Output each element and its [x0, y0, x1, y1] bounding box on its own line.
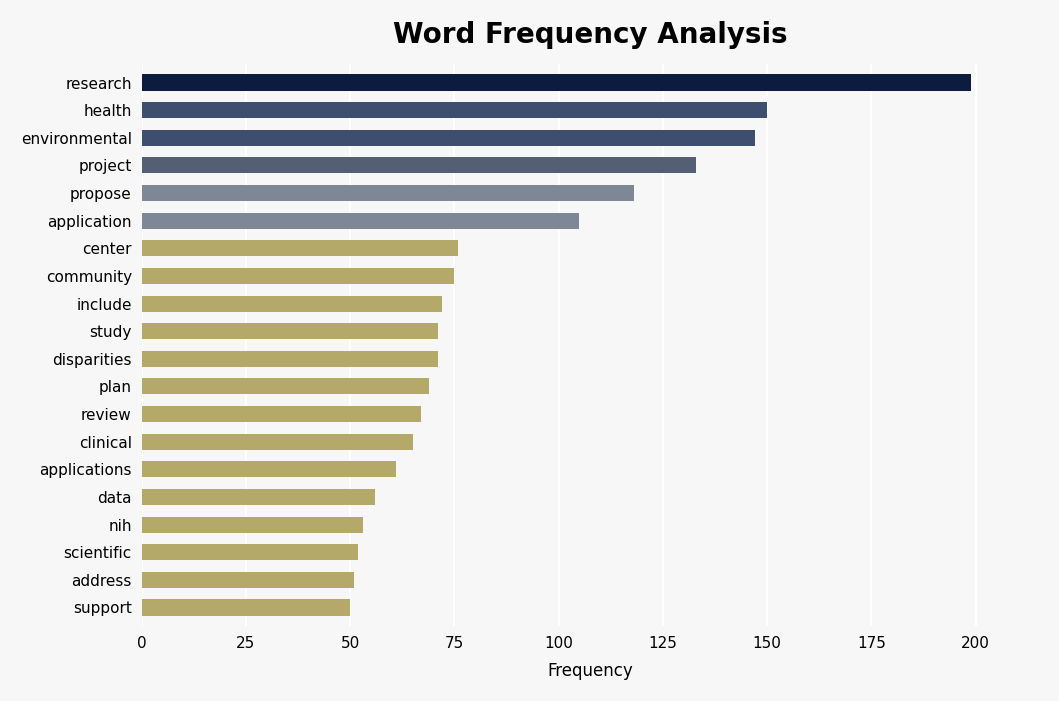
- Bar: [142, 296, 442, 311]
- Bar: [142, 212, 579, 229]
- Bar: [142, 74, 971, 90]
- Bar: [142, 379, 429, 395]
- Bar: [142, 268, 454, 284]
- Title: Word Frequency Analysis: Word Frequency Analysis: [393, 21, 787, 49]
- Bar: [142, 489, 375, 505]
- Bar: [142, 517, 362, 533]
- Bar: [142, 350, 437, 367]
- Bar: [142, 130, 755, 146]
- Bar: [142, 158, 696, 173]
- Bar: [142, 572, 355, 588]
- Bar: [142, 599, 351, 615]
- Bar: [142, 240, 459, 257]
- Bar: [142, 185, 633, 201]
- X-axis label: Frequency: Frequency: [548, 662, 632, 680]
- Bar: [142, 461, 396, 477]
- Bar: [142, 406, 421, 422]
- Bar: [142, 434, 413, 450]
- Bar: [142, 323, 437, 339]
- Bar: [142, 544, 358, 560]
- Bar: [142, 102, 767, 118]
